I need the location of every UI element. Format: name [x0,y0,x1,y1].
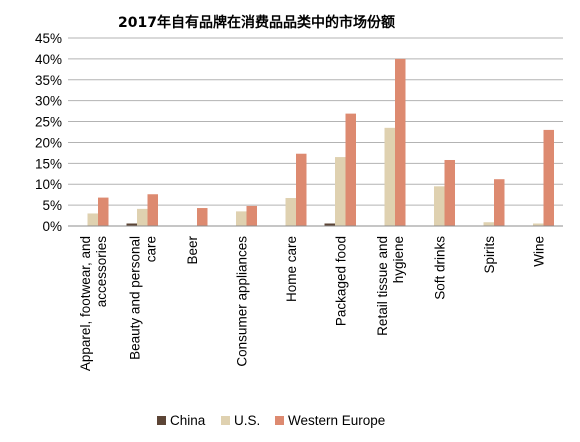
category-label-line: Retail tissue and [375,236,390,336]
legend-swatch [157,416,166,425]
category-label-line: Consumer appliances [234,236,249,367]
bar-u-s- [236,211,247,226]
category-label-line: Beauty and personal [127,236,142,360]
category-label-line: Apparel, footwear, and [78,236,93,371]
bar-western-europe [543,129,554,226]
bar-western-europe [444,159,455,226]
category-label: Beer [185,236,200,265]
bar-u-s- [434,186,445,226]
category-label-line: accessories [94,236,109,308]
category-label-line: Wine [531,236,546,267]
category-label-line: Beer [185,236,200,265]
category-label-line: hygiene [391,236,406,283]
legend-label: U.S. [234,413,260,428]
category-label: Soft drinks [432,236,447,300]
bar-western-europe [197,208,208,226]
legend-swatch [275,416,284,425]
category-label: Retail tissue and hygiene [375,236,406,336]
y-tick-label: 5% [42,198,62,213]
category-label: Spirits [482,236,497,274]
y-tick-label: 45% [35,31,62,46]
gridlines [68,37,563,206]
y-axis-ticks: 0% 5% 10% 15% 20% 25% 30% 35% 40% 45% [35,31,62,234]
bar-u-s- [384,127,395,226]
y-tick-label: 10% [35,177,62,192]
bar-u-s- [483,222,494,226]
bar-u-s- [533,223,544,226]
category-label: Beauty and personal care [127,236,158,360]
bar-western-europe [246,205,257,226]
category-label-line: Packaged food [333,236,348,326]
category-label: Wine [531,236,546,267]
bar-western-europe [98,197,109,226]
category-label: Home care [284,236,299,302]
y-tick-label: 15% [35,156,62,171]
legend-label: Western Europe [288,413,385,428]
bar-u-s- [335,157,346,226]
bars [87,58,554,227]
bar-western-europe [345,113,356,226]
category-label-line: Spirits [482,236,497,274]
bar-western-europe [296,153,307,226]
x-axis-categories: Apparel, footwear, and accessories Beauty … [78,236,547,372]
bar-western-europe [494,179,505,226]
bar-u-s- [137,208,148,226]
category-label: Consumer appliances [234,236,249,367]
bar-u-s- [87,213,98,226]
bar-western-europe [147,194,158,226]
category-label-line: care [143,236,158,262]
y-tick-label: 40% [35,52,62,67]
y-tick-label: 0% [42,219,62,234]
bar-china [324,223,335,226]
category-label: Apparel, footwear, and accessories [78,236,109,371]
bar-western-europe [395,58,406,227]
category-label-line: Soft drinks [432,236,447,300]
category-label-line: Home care [284,236,299,302]
y-tick-label: 20% [35,135,62,150]
y-tick-label: 30% [35,94,62,109]
y-tick-label: 25% [35,115,62,130]
category-label: Packaged food [333,236,348,326]
chart-title: 2017年自有品牌在消费品品类中的市场份额 [118,14,395,31]
legend-swatch [221,416,230,425]
bar-u-s- [285,198,296,226]
y-tick-label: 35% [35,73,62,88]
legend-label: China [170,413,206,428]
bar-china [126,223,137,226]
legend: China U.S. Western Europe [157,413,385,428]
